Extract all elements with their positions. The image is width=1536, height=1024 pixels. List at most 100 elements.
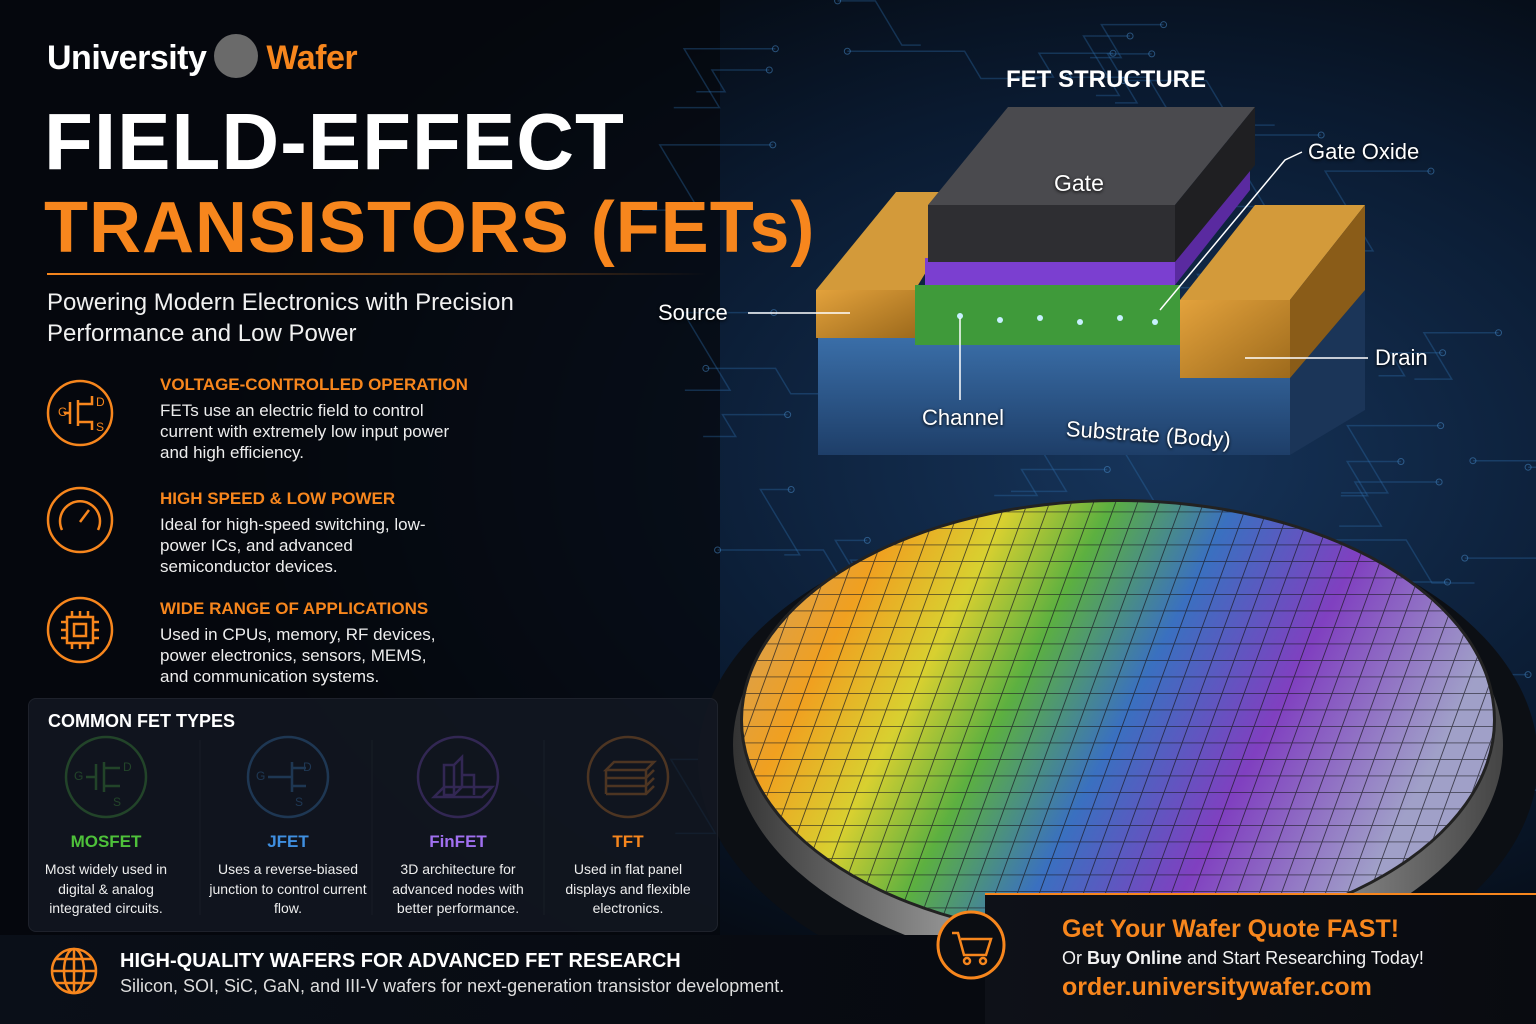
part-label: Drain: [1375, 345, 1428, 370]
gate-front: [928, 205, 1175, 262]
circuit-trace: [994, 468, 1108, 497]
cta-line: Or Buy Online and Start Researching Toda…: [1062, 948, 1424, 969]
chip-pins: [61, 611, 99, 649]
feature: HIGH SPEED & LOW POWER Ideal for high-spe…: [160, 489, 450, 577]
terminal-label: D: [96, 395, 105, 409]
circuit-pad: [1524, 671, 1532, 679]
gauge-icon: [58, 500, 102, 531]
circuit-pad: [1103, 466, 1111, 474]
circuit-pad: [1119, 76, 1127, 84]
circuit-trace: [759, 488, 801, 556]
circuit-pad: [787, 486, 795, 494]
gate-top: [928, 107, 1255, 205]
circuit-trace: [837, 0, 921, 46]
circuit-trace: [1106, 53, 1152, 104]
part-label: Gate Oxide: [1308, 139, 1420, 164]
brand-name: Wafer: [266, 39, 358, 77]
leader-lines: [748, 151, 1368, 400]
carrier: [1152, 319, 1158, 325]
circuit-trace: [673, 48, 776, 109]
circuit-trace: [682, 311, 774, 391]
carriers: [957, 313, 1158, 325]
fet-type: FinFET 3D architecture for advanced nodes…: [378, 832, 538, 919]
footer-title: HIGH-QUALITY WAFERS FOR ADVANCED FET RES…: [120, 950, 681, 972]
circuit-trace: [847, 50, 1040, 80]
brand-name: University: [47, 39, 207, 77]
circuit-trace: [1016, 52, 1113, 78]
wafer-surface: [743, 502, 1493, 938]
feature-title: VOLTAGE-CONTROLLED OPERATION: [160, 375, 468, 394]
circuit-pad: [1160, 21, 1168, 29]
carrier: [1037, 315, 1043, 321]
circuit-pad: [1461, 554, 1469, 562]
circuit-trace: [1082, 35, 1131, 97]
cta-text: and Start Researching Today!: [1187, 948, 1424, 968]
circuit-pad: [714, 546, 722, 554]
circuit-pad: [843, 47, 851, 55]
drain-top: [1180, 205, 1365, 300]
type-text: Used in flat panel displays and flexible…: [565, 861, 691, 916]
type-name: FinFET: [429, 832, 487, 851]
fet-type: JFET Uses a reverse-biased junction to co…: [208, 832, 368, 919]
types-panel: [28, 698, 718, 932]
subtitle: Powering Modern Electronics with Precisi…: [47, 289, 514, 347]
cart-icon[interactable]: [934, 908, 1008, 982]
circuit-pad: [1495, 329, 1503, 337]
title: TRANSISTORS (FETs): [44, 188, 816, 268]
cta-text: Or: [1062, 948, 1082, 968]
carrier: [957, 313, 963, 319]
divider: [47, 273, 707, 275]
source-front: [816, 290, 915, 338]
circuit-pad: [1469, 457, 1477, 465]
circuit-pad: [1148, 50, 1156, 58]
circuit-pad: [1439, 349, 1447, 357]
circuit-trace: [1464, 557, 1536, 559]
circuit-pad: [1126, 32, 1134, 40]
circuit-trace: [1378, 352, 1443, 377]
circuit-pad: [1435, 478, 1443, 486]
fet-type: TFT Used in flat panel displays and flexi…: [548, 832, 708, 919]
circuit-pad: [771, 45, 779, 53]
feature-title: HIGH SPEED & LOW POWER: [160, 489, 396, 508]
oxide-side: [1175, 165, 1250, 285]
circuit-trace: [1339, 481, 1440, 527]
carrier: [1117, 315, 1123, 321]
circuit-trace: [1472, 459, 1536, 462]
circuit-pad: [765, 66, 773, 74]
circuit-pad: [1427, 167, 1435, 175]
terminal-label: G: [58, 405, 68, 419]
feature: WIDE RANGE OF APPLICATIONS Used in CPUs, …: [160, 599, 450, 687]
footer-text: Silicon, SOI, SiC, GaN, and III-V wafers…: [120, 976, 785, 996]
circuit-pad: [1109, 49, 1117, 57]
chip-icon: [72, 622, 88, 638]
circuit-trace: [1321, 539, 1475, 584]
title: FIELD-EFFECT: [44, 97, 625, 186]
feature-text: Used in CPUs, memory, RF devices, power …: [160, 625, 436, 686]
type-name: TFT: [612, 832, 644, 851]
drain-front: [1180, 300, 1290, 378]
cta-url[interactable]: order.universitywafer.com: [1062, 973, 1372, 1001]
substrate-front: [818, 338, 1290, 455]
channel-front: [915, 285, 1180, 345]
circuit-pad: [1524, 463, 1532, 471]
feature-text: FETs use an electric field to control cu…: [160, 401, 450, 462]
cta-emphasis[interactable]: Buy Online: [1087, 948, 1183, 968]
circuit-pad: [863, 536, 871, 544]
gate-side: [1175, 107, 1255, 262]
transistor-icon: [64, 396, 94, 430]
globe-icon: [50, 947, 98, 995]
part-label: Source: [658, 300, 728, 325]
type-name: JFET: [267, 832, 309, 851]
diagram-title: FET STRUCTURE: [1006, 66, 1206, 93]
circuit-trace: [703, 413, 788, 438]
circuit-pad: [1437, 422, 1445, 430]
icon-ring: [46, 596, 114, 664]
circuit-pad: [834, 0, 842, 5]
part-label: Gate: [1054, 170, 1104, 196]
circuit-trace: [1414, 331, 1499, 380]
circuit-pad: [702, 364, 710, 372]
feature-text: Ideal for high-speed switching, low-powe…: [160, 515, 426, 576]
circuit-pad: [784, 411, 792, 419]
circuit-pad: [769, 141, 777, 149]
